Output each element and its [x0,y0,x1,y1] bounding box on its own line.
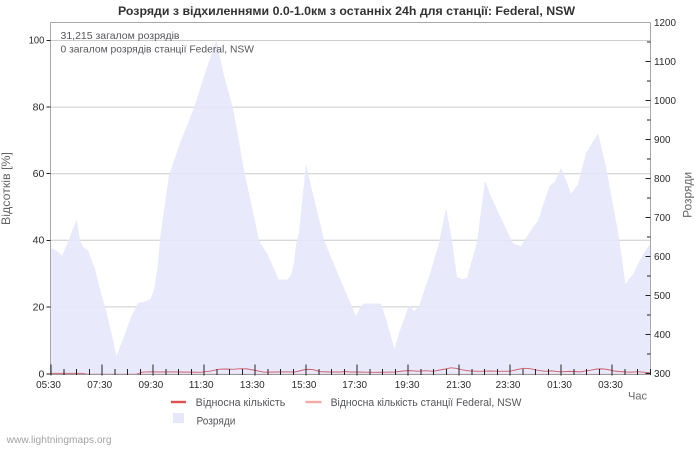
svg-text:800: 800 [654,173,671,185]
svg-text:1100: 1100 [654,56,676,68]
svg-text:Відносна кількість станції Fed: Відносна кількість станції Federal, NSW [331,397,523,409]
svg-text:03:30: 03:30 [598,379,623,391]
svg-text:05:30: 05:30 [36,379,61,391]
svg-text:80: 80 [33,102,45,114]
svg-text:300: 300 [654,368,671,380]
svg-text:Розряди: Розряди [197,416,236,428]
svg-text:11:30: 11:30 [189,379,214,391]
svg-text:600: 600 [654,251,671,263]
svg-text:700: 700 [654,212,671,224]
svg-text:Час: Час [628,391,647,403]
svg-text:500: 500 [654,290,671,302]
svg-text:40: 40 [33,235,45,247]
svg-text:07:30: 07:30 [87,379,112,391]
svg-text:0: 0 [38,368,44,380]
svg-text:20: 20 [33,301,45,313]
svg-text:13:30: 13:30 [240,379,265,391]
svg-text:Відносна кількість: Відносна кількість [196,397,286,409]
svg-text:www.lightningmaps.org: www.lightningmaps.org [6,435,112,446]
svg-text:1200: 1200 [654,17,676,29]
svg-text:23:30: 23:30 [496,379,521,391]
svg-text:21:30: 21:30 [446,379,471,391]
svg-text:31,215 загалом розрядів: 31,215 загалом розрядів [61,30,180,42]
svg-text:400: 400 [654,329,671,341]
svg-text:17:30: 17:30 [342,379,367,391]
svg-text:0 загалом розрядів станції Fed: 0 загалом розрядів станції Federal, NSW [61,44,255,56]
svg-text:900: 900 [654,134,671,146]
svg-text:19:30: 19:30 [395,379,420,391]
svg-text:Розряди з відхиленнями 0.0-1.0: Розряди з відхиленнями 0.0-1.0км з остан… [118,4,575,18]
svg-text:15:30: 15:30 [292,379,317,391]
svg-text:1000: 1000 [654,95,676,107]
svg-text:Розряди: Розряди [681,172,695,218]
svg-text:01:30: 01:30 [547,379,572,391]
svg-text:09:30: 09:30 [139,379,164,391]
svg-text:100: 100 [29,35,45,47]
svg-text:60: 60 [33,168,45,180]
svg-text:Відсотків [%]: Відсотків [%] [0,152,13,225]
